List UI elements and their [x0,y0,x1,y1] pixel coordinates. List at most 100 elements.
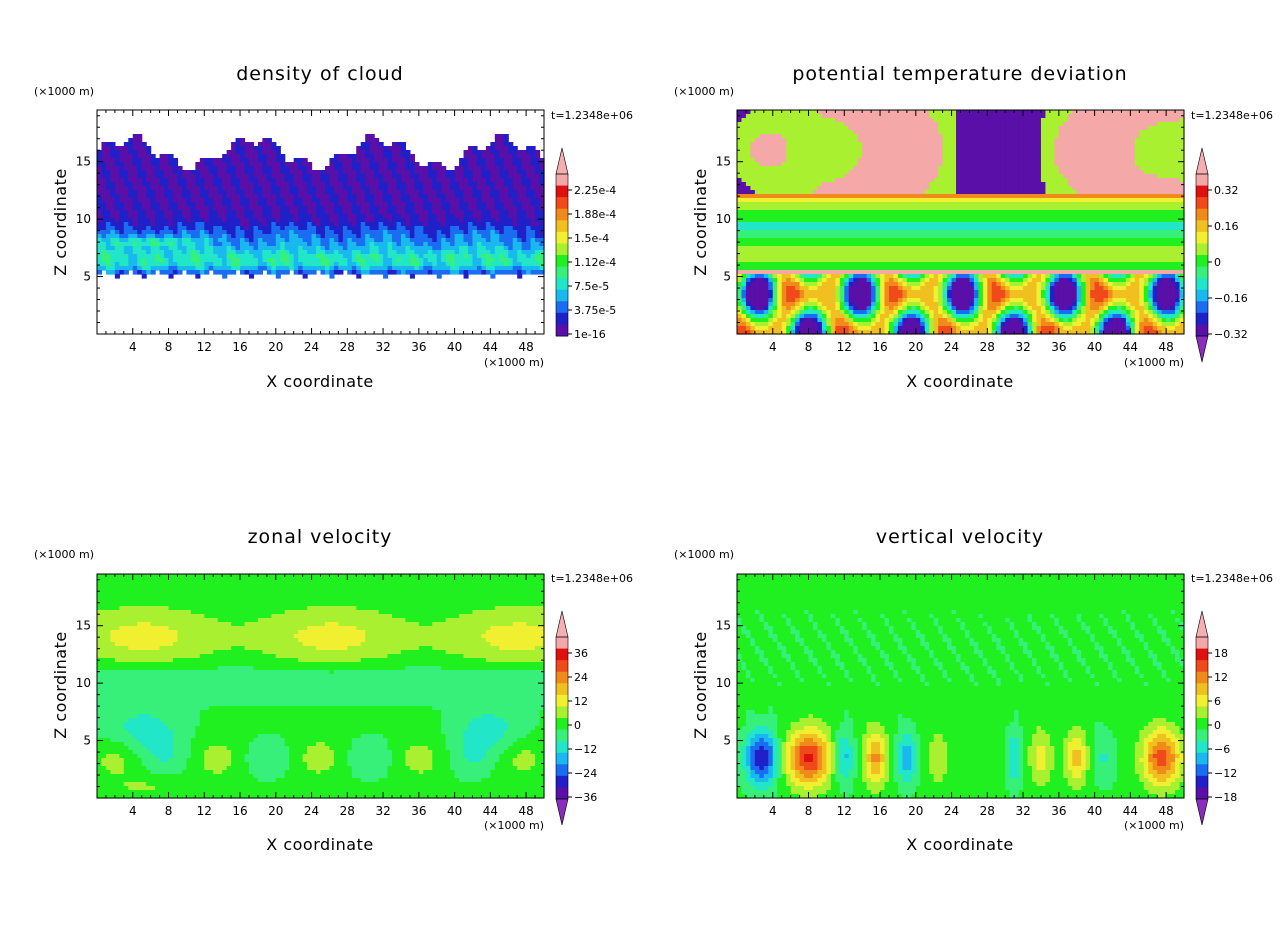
heatmap-cell [490,158,496,163]
heatmap-cell [128,190,134,195]
heatmap-cell [804,146,810,151]
heatmap-cell [459,202,465,207]
heatmap-cell [964,166,971,171]
heatmap-cell [777,170,783,175]
heatmap-cell [835,166,841,171]
heatmap-cell [164,254,170,259]
heatmap-cell [745,126,752,131]
heatmap-cell [1058,166,1064,171]
heatmap-cell [982,126,988,131]
heatmap-cell [987,122,993,127]
heatmap-cell [248,254,255,259]
heatmap-cell [459,226,465,231]
heatmap-cell [168,270,174,275]
heatmap-cell [1103,154,1109,159]
heatmap-cell [830,142,836,147]
heatmap-cell [857,138,863,143]
heatmap-cell [351,190,357,195]
heatmap-cell [168,226,174,231]
heatmap-cell [293,178,299,183]
heatmap-cell [996,118,1002,123]
heatmap-cell [880,166,886,171]
heatmap-cell [844,150,850,155]
heatmap-cell [862,166,868,171]
heatmap-cell [1143,114,1149,119]
heatmap-cell [347,154,353,159]
heatmap-cell [1099,110,1105,115]
heatmap-cell [830,150,836,155]
heatmap-cell [119,214,125,219]
heatmap-cell [436,190,442,195]
heatmap-cell [951,146,957,151]
heatmap-cell [164,270,170,275]
heatmap-cell [821,110,827,115]
heatmap-cell [866,126,872,131]
heatmap-cell [128,178,134,183]
heatmap-cell [356,262,362,267]
heatmap-cell [848,170,854,175]
heatmap-cell [414,206,420,211]
heatmap-cell [204,218,210,223]
heatmap-cell [329,190,335,195]
heatmap-cell [987,118,993,123]
heatmap-cell [213,214,219,219]
heatmap-cell [960,118,966,123]
heatmap-cell [400,142,407,147]
heatmap-cell [987,174,993,179]
heatmap-cell [141,178,147,183]
heatmap-cell [468,270,474,275]
heatmap-cell [141,254,147,259]
heatmap-cell [271,230,277,235]
heatmap-cell [924,150,930,155]
heatmap-cell [293,218,299,223]
heatmap-cell [1175,142,1181,147]
heatmap-cell [199,186,205,191]
heatmap-cell [530,182,536,187]
heatmap-cell [119,194,125,199]
heatmap-cell [871,142,877,147]
heatmap-cell [521,158,527,163]
heatmap-cell [356,150,362,155]
heatmap-cell [973,130,979,135]
heatmap-cell [302,230,308,235]
heatmap-cell [347,166,353,171]
heatmap-cell [1005,110,1011,115]
heatmap-cell [1054,138,1060,143]
heatmap-cell [472,154,478,159]
heatmap-cell [942,126,948,131]
heatmap-cell [208,250,214,255]
heatmap-cell [1081,130,1087,135]
heatmap-cell [351,182,357,187]
heatmap-cell [490,206,496,211]
heatmap-cell [844,130,850,135]
heatmap-cell [342,194,348,199]
heatmap-cell [128,250,134,255]
heatmap-cell [226,222,232,227]
heatmap-cell [450,254,456,259]
heatmap-cell [338,266,344,271]
heatmap-cell [302,222,308,227]
heatmap-cell [101,250,107,255]
heatmap-cell [835,122,841,127]
heatmap-cell [1009,146,1015,151]
heatmap-cell [114,210,120,215]
heatmap-cell [982,110,988,115]
heatmap-cell [266,206,272,211]
heatmap-cell [110,194,116,199]
heatmap-cell [1067,142,1073,147]
heatmap-cell [795,122,801,127]
heatmap-cell [110,254,116,259]
heatmap-cell [884,154,890,159]
heatmap-cell [409,250,415,255]
heatmap-cell [1152,146,1158,151]
heatmap-cell [494,258,500,263]
heatmap-cell [1157,130,1163,135]
heatmap-cell [320,246,326,251]
heatmap-cell [338,194,344,199]
heatmap-cell [503,158,509,163]
heatmap-cell [969,146,975,151]
heatmap-cell [405,194,411,199]
heatmap-cell [271,218,277,223]
heatmap-cell [1179,142,1185,147]
heatmap-cell [521,198,527,203]
